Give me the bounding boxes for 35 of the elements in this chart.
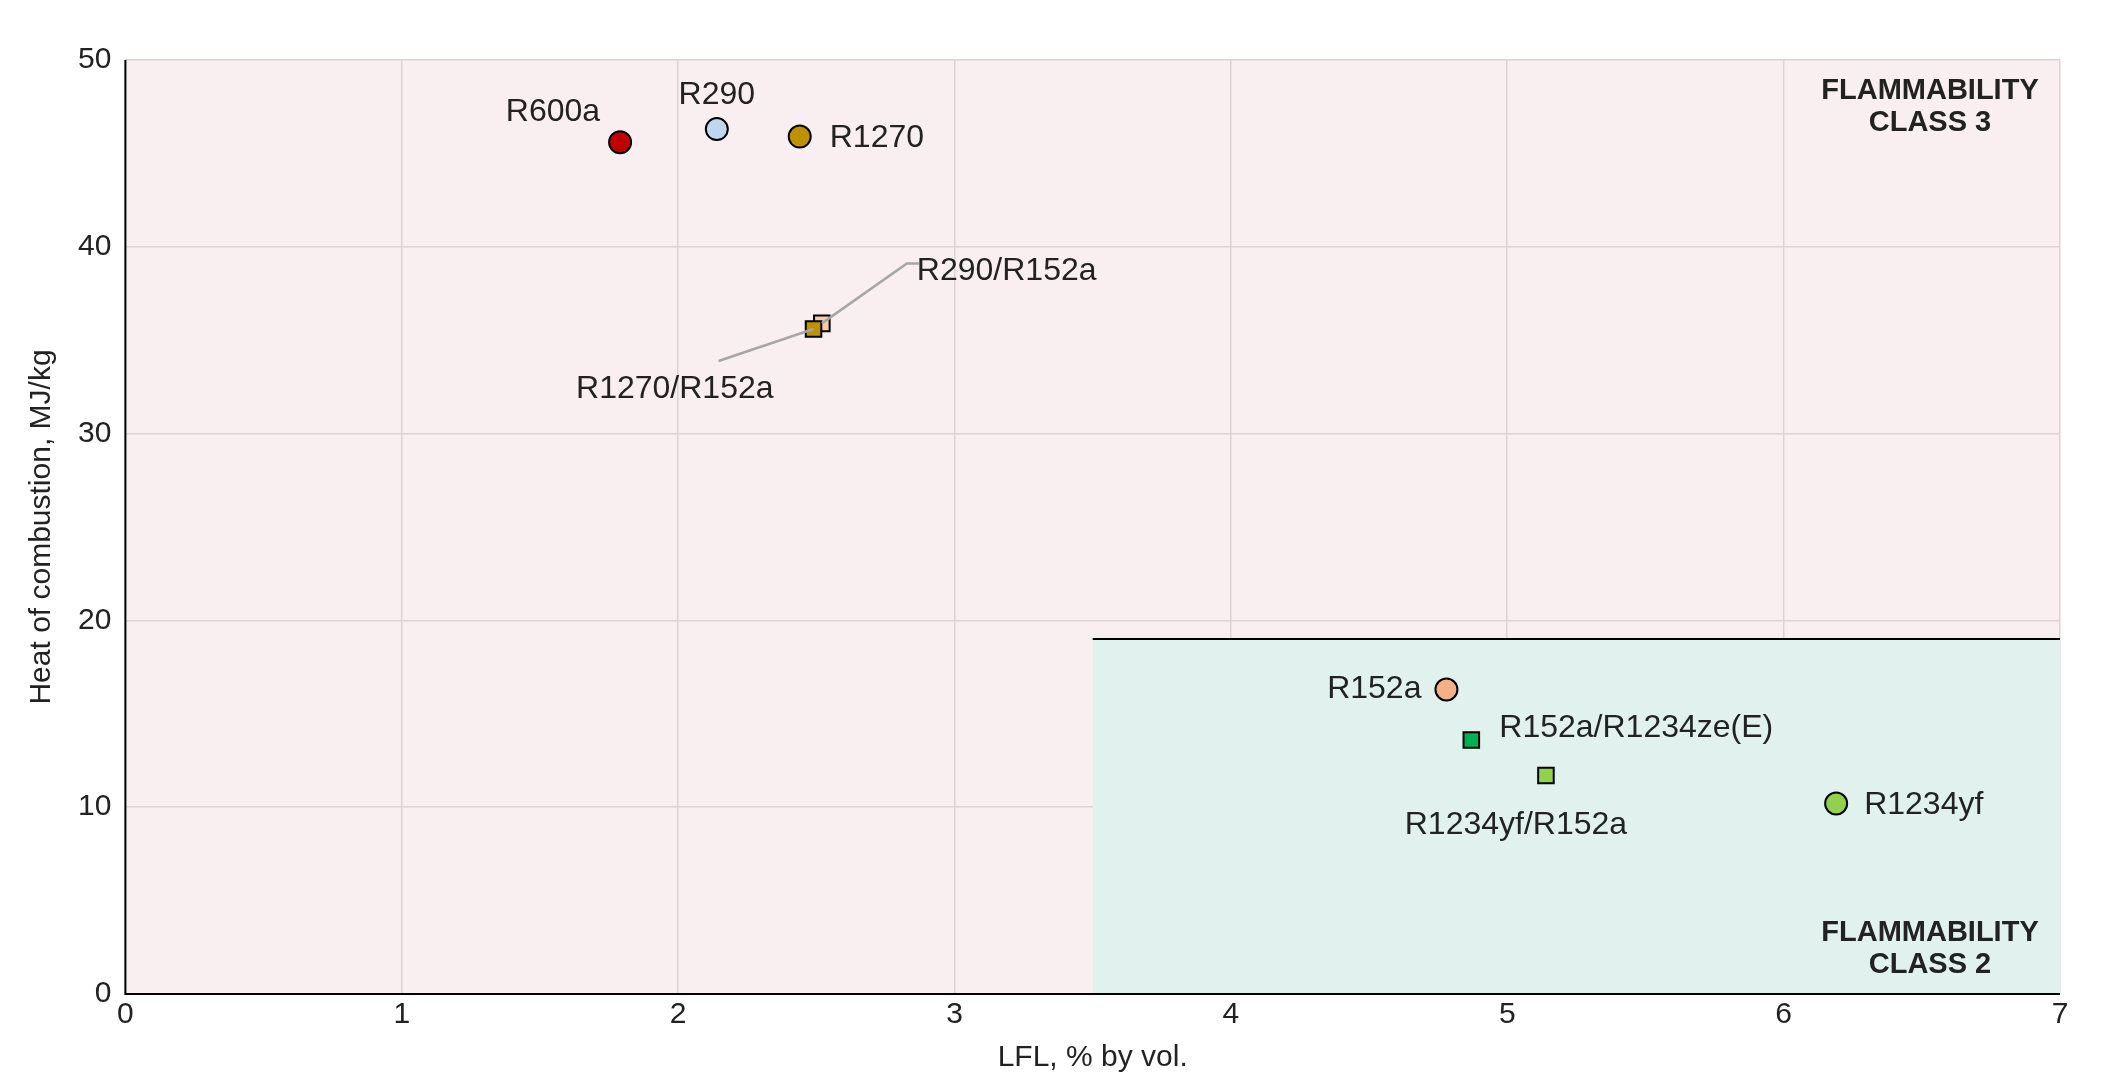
point (787, 124, 812, 149)
point (1537, 766, 1555, 785)
point (704, 117, 729, 142)
series-label: R600a (505, 92, 601, 129)
x-tick-label: 1 (393, 996, 411, 1030)
x-tick-label: 0 (117, 996, 134, 1030)
point (1824, 791, 1849, 816)
point (1462, 731, 1481, 749)
x-tick-label: 6 (1775, 996, 1792, 1030)
x-tick-label: 7 (2051, 996, 2069, 1030)
series-label: R152a/R1234ze(E) (1499, 707, 1774, 744)
series-label: R1234yf/R152a (1404, 805, 1628, 842)
series-label: R1234yf (1864, 785, 1984, 822)
x-tick-label: 4 (1222, 996, 1240, 1030)
point (608, 130, 633, 155)
x-tick-label: 5 (1498, 996, 1516, 1030)
x-axis-title: LFL, % by vol. (997, 1039, 1188, 1073)
point (804, 320, 823, 338)
text: R290/R152a (916, 251, 1097, 288)
y-axis-title: Heat of combustion, MJ/kg (23, 349, 57, 705)
point (1434, 677, 1459, 702)
y-tick-label: 50 (77, 41, 112, 75)
x-tick-label: 3 (946, 996, 963, 1030)
series-label: R152a (1327, 669, 1422, 706)
annotation: FLAMMABILITY CLASS 3 (1820, 73, 2040, 138)
series-label: R1270 (829, 118, 925, 155)
y-tick-label: 20 (77, 601, 112, 635)
y-tick-label: 0 (94, 975, 112, 1009)
x-tick-label: 2 (669, 996, 687, 1030)
y-tick-label: 40 (77, 228, 112, 262)
y-tick-label: 10 (77, 788, 112, 822)
series-label: R290 (678, 74, 756, 111)
y-tick-label: 30 (77, 414, 112, 448)
series-label: R1270/R152a (576, 368, 774, 405)
annotation: FLAMMABILITY CLASS 2 (1820, 915, 2040, 980)
